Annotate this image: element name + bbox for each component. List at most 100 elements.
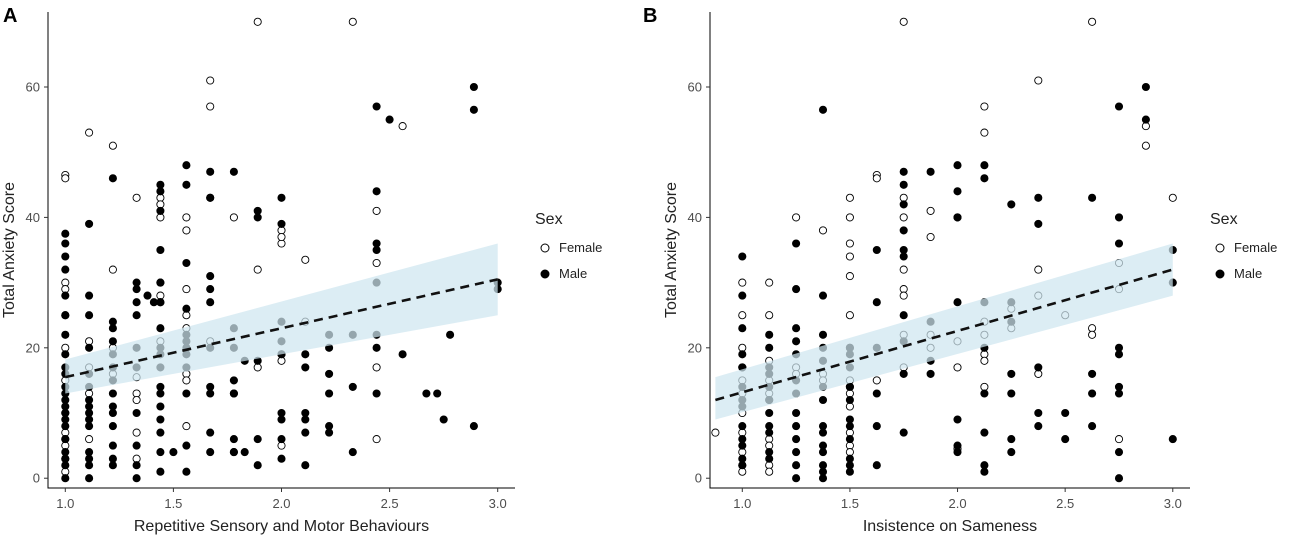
point-female <box>85 128 94 137</box>
point-female <box>845 213 854 222</box>
point-male <box>1114 239 1124 248</box>
point-female <box>1168 193 1177 202</box>
point-male <box>818 330 828 339</box>
point-female <box>1088 330 1097 339</box>
point-male <box>953 415 962 424</box>
point-male <box>439 415 448 424</box>
point-male <box>108 337 117 346</box>
point-male <box>372 102 381 111</box>
point-male <box>182 304 191 313</box>
point-female <box>182 213 191 222</box>
point-male <box>738 350 747 359</box>
point-female <box>372 363 381 372</box>
point-male <box>872 298 881 307</box>
point-female <box>765 278 774 287</box>
point-male <box>85 461 94 470</box>
point-male <box>1168 435 1177 444</box>
point-female <box>980 128 989 137</box>
point-male <box>253 435 262 444</box>
point-male <box>422 389 431 398</box>
legend-title: Sex <box>535 211 563 228</box>
point-male <box>348 448 357 457</box>
point-male <box>108 324 117 333</box>
point-female <box>711 428 720 437</box>
point-female <box>277 232 286 242</box>
point-male <box>953 448 962 457</box>
point-male <box>108 422 117 431</box>
point-male <box>85 219 94 228</box>
point-female <box>372 206 381 215</box>
point-female <box>398 122 407 131</box>
point-male <box>372 343 381 352</box>
legend: Sex Female Male <box>535 211 602 281</box>
point-female <box>182 376 191 385</box>
point-male <box>206 428 215 437</box>
point-male <box>156 382 165 391</box>
point-female <box>156 291 165 300</box>
point-male <box>156 298 165 307</box>
x-tick-label: 2.5 <box>1056 496 1074 511</box>
point-female <box>1034 265 1043 274</box>
point-male <box>765 343 774 352</box>
point-female <box>132 395 141 405</box>
regression-line <box>715 268 1174 402</box>
point-male <box>253 461 262 470</box>
point-male <box>277 193 286 202</box>
point-male <box>818 395 828 405</box>
point-male <box>229 389 238 398</box>
point-male <box>61 422 70 431</box>
point-female <box>899 265 908 274</box>
point-male <box>1114 474 1124 483</box>
point-male <box>980 389 989 398</box>
point-male <box>818 428 828 437</box>
point-male <box>372 187 381 196</box>
point-male <box>240 448 249 457</box>
point-female <box>872 376 881 385</box>
point-male <box>1088 422 1097 431</box>
point-male <box>85 291 94 300</box>
point-male <box>1034 219 1043 228</box>
point-male <box>1114 389 1124 398</box>
point-male <box>301 428 310 437</box>
x-tick-label: 2.0 <box>272 496 290 511</box>
legend-swatch-male <box>1215 269 1225 279</box>
point-male <box>85 448 94 457</box>
legend-label-male: Male <box>1234 266 1262 281</box>
point-male <box>899 226 908 235</box>
point-male <box>143 291 152 300</box>
point-female <box>738 278 747 287</box>
point-female <box>372 435 381 444</box>
point-male <box>325 389 334 398</box>
point-female <box>926 232 935 242</box>
point-female <box>980 102 989 111</box>
point-male <box>108 389 117 398</box>
point-male <box>765 408 774 418</box>
point-male <box>182 258 191 268</box>
point-male <box>1061 435 1070 444</box>
point-male <box>1034 193 1043 202</box>
point-male <box>953 298 962 307</box>
point-male <box>206 389 215 398</box>
point-male <box>899 311 908 320</box>
point-female <box>1088 324 1097 333</box>
point-female <box>980 356 989 365</box>
point-male <box>433 389 442 398</box>
point-male <box>899 200 908 209</box>
point-male <box>792 285 801 294</box>
panel-label: A <box>3 5 17 27</box>
panel-A: A 1.0 1.5 2.0 2.5 3.0 0 20 40 60 Repetitive Sensor… <box>1 5 602 535</box>
legend-swatch-female <box>1215 243 1225 253</box>
point-male <box>61 229 70 238</box>
point-male <box>738 252 747 261</box>
point-male <box>156 428 165 437</box>
point-male <box>792 408 801 418</box>
point-male <box>85 422 94 431</box>
y-tick-label: 60 <box>688 79 702 94</box>
point-male <box>61 239 70 248</box>
point-female <box>738 311 747 320</box>
point-female <box>845 252 854 261</box>
point-male <box>792 461 801 470</box>
point-male <box>818 448 828 457</box>
point-male <box>85 474 94 483</box>
point-male <box>372 245 381 255</box>
